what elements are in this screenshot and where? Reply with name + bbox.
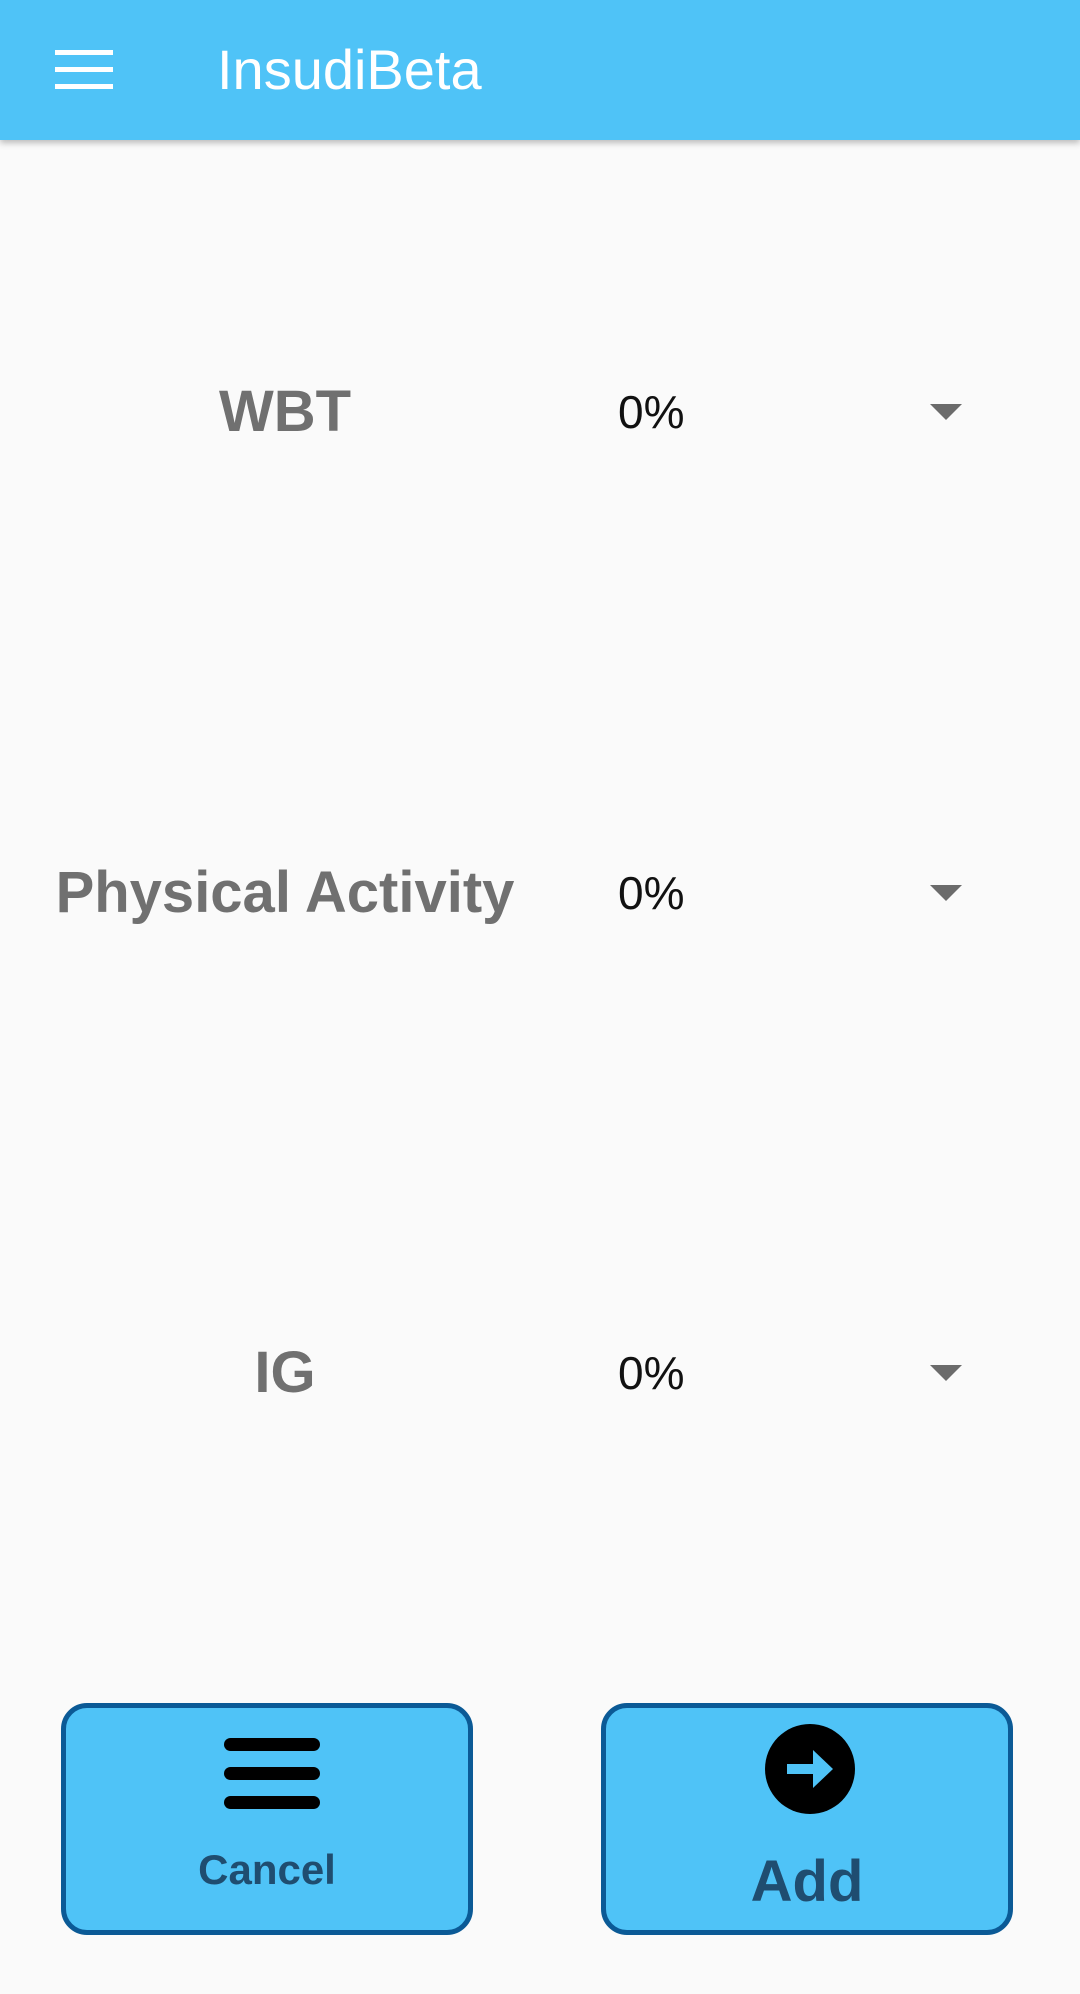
physical-activity-value: 0% xyxy=(618,867,685,919)
menu-lines-icon xyxy=(224,1738,320,1810)
wbt-dropdown[interactable]: 0% xyxy=(600,362,990,462)
cancel-button-label: Cancel xyxy=(198,1846,336,1893)
ig-value: 0% xyxy=(618,1347,685,1399)
ig-label: IG xyxy=(254,1340,316,1405)
arrow-right-circle-icon xyxy=(765,1724,855,1814)
ig-row: IG 0% xyxy=(0,1303,1080,1443)
cancel-button[interactable]: Cancel xyxy=(61,1703,473,1935)
physical-activity-dropdown[interactable]: 0% xyxy=(600,843,990,943)
add-button[interactable]: Add xyxy=(601,1703,1013,1935)
add-button-label: Add xyxy=(750,1849,864,1914)
dropdown-arrow-icon xyxy=(930,885,962,901)
app-bar: InsudiBeta xyxy=(0,0,1080,140)
dropdown-arrow-icon xyxy=(930,1365,962,1381)
ig-dropdown[interactable]: 0% xyxy=(600,1323,990,1423)
dropdown-arrow-icon xyxy=(930,404,962,420)
physical-activity-row: Physical Activity 0% xyxy=(0,823,1080,963)
wbt-row: WBT 0% xyxy=(0,342,1080,482)
wbt-label: WBT xyxy=(218,379,352,444)
physical-activity-label: Physical Activity xyxy=(55,860,515,925)
hamburger-menu-icon[interactable] xyxy=(36,28,132,112)
wbt-value: 0% xyxy=(618,386,685,438)
app-title: InsudiBeta xyxy=(217,38,482,101)
